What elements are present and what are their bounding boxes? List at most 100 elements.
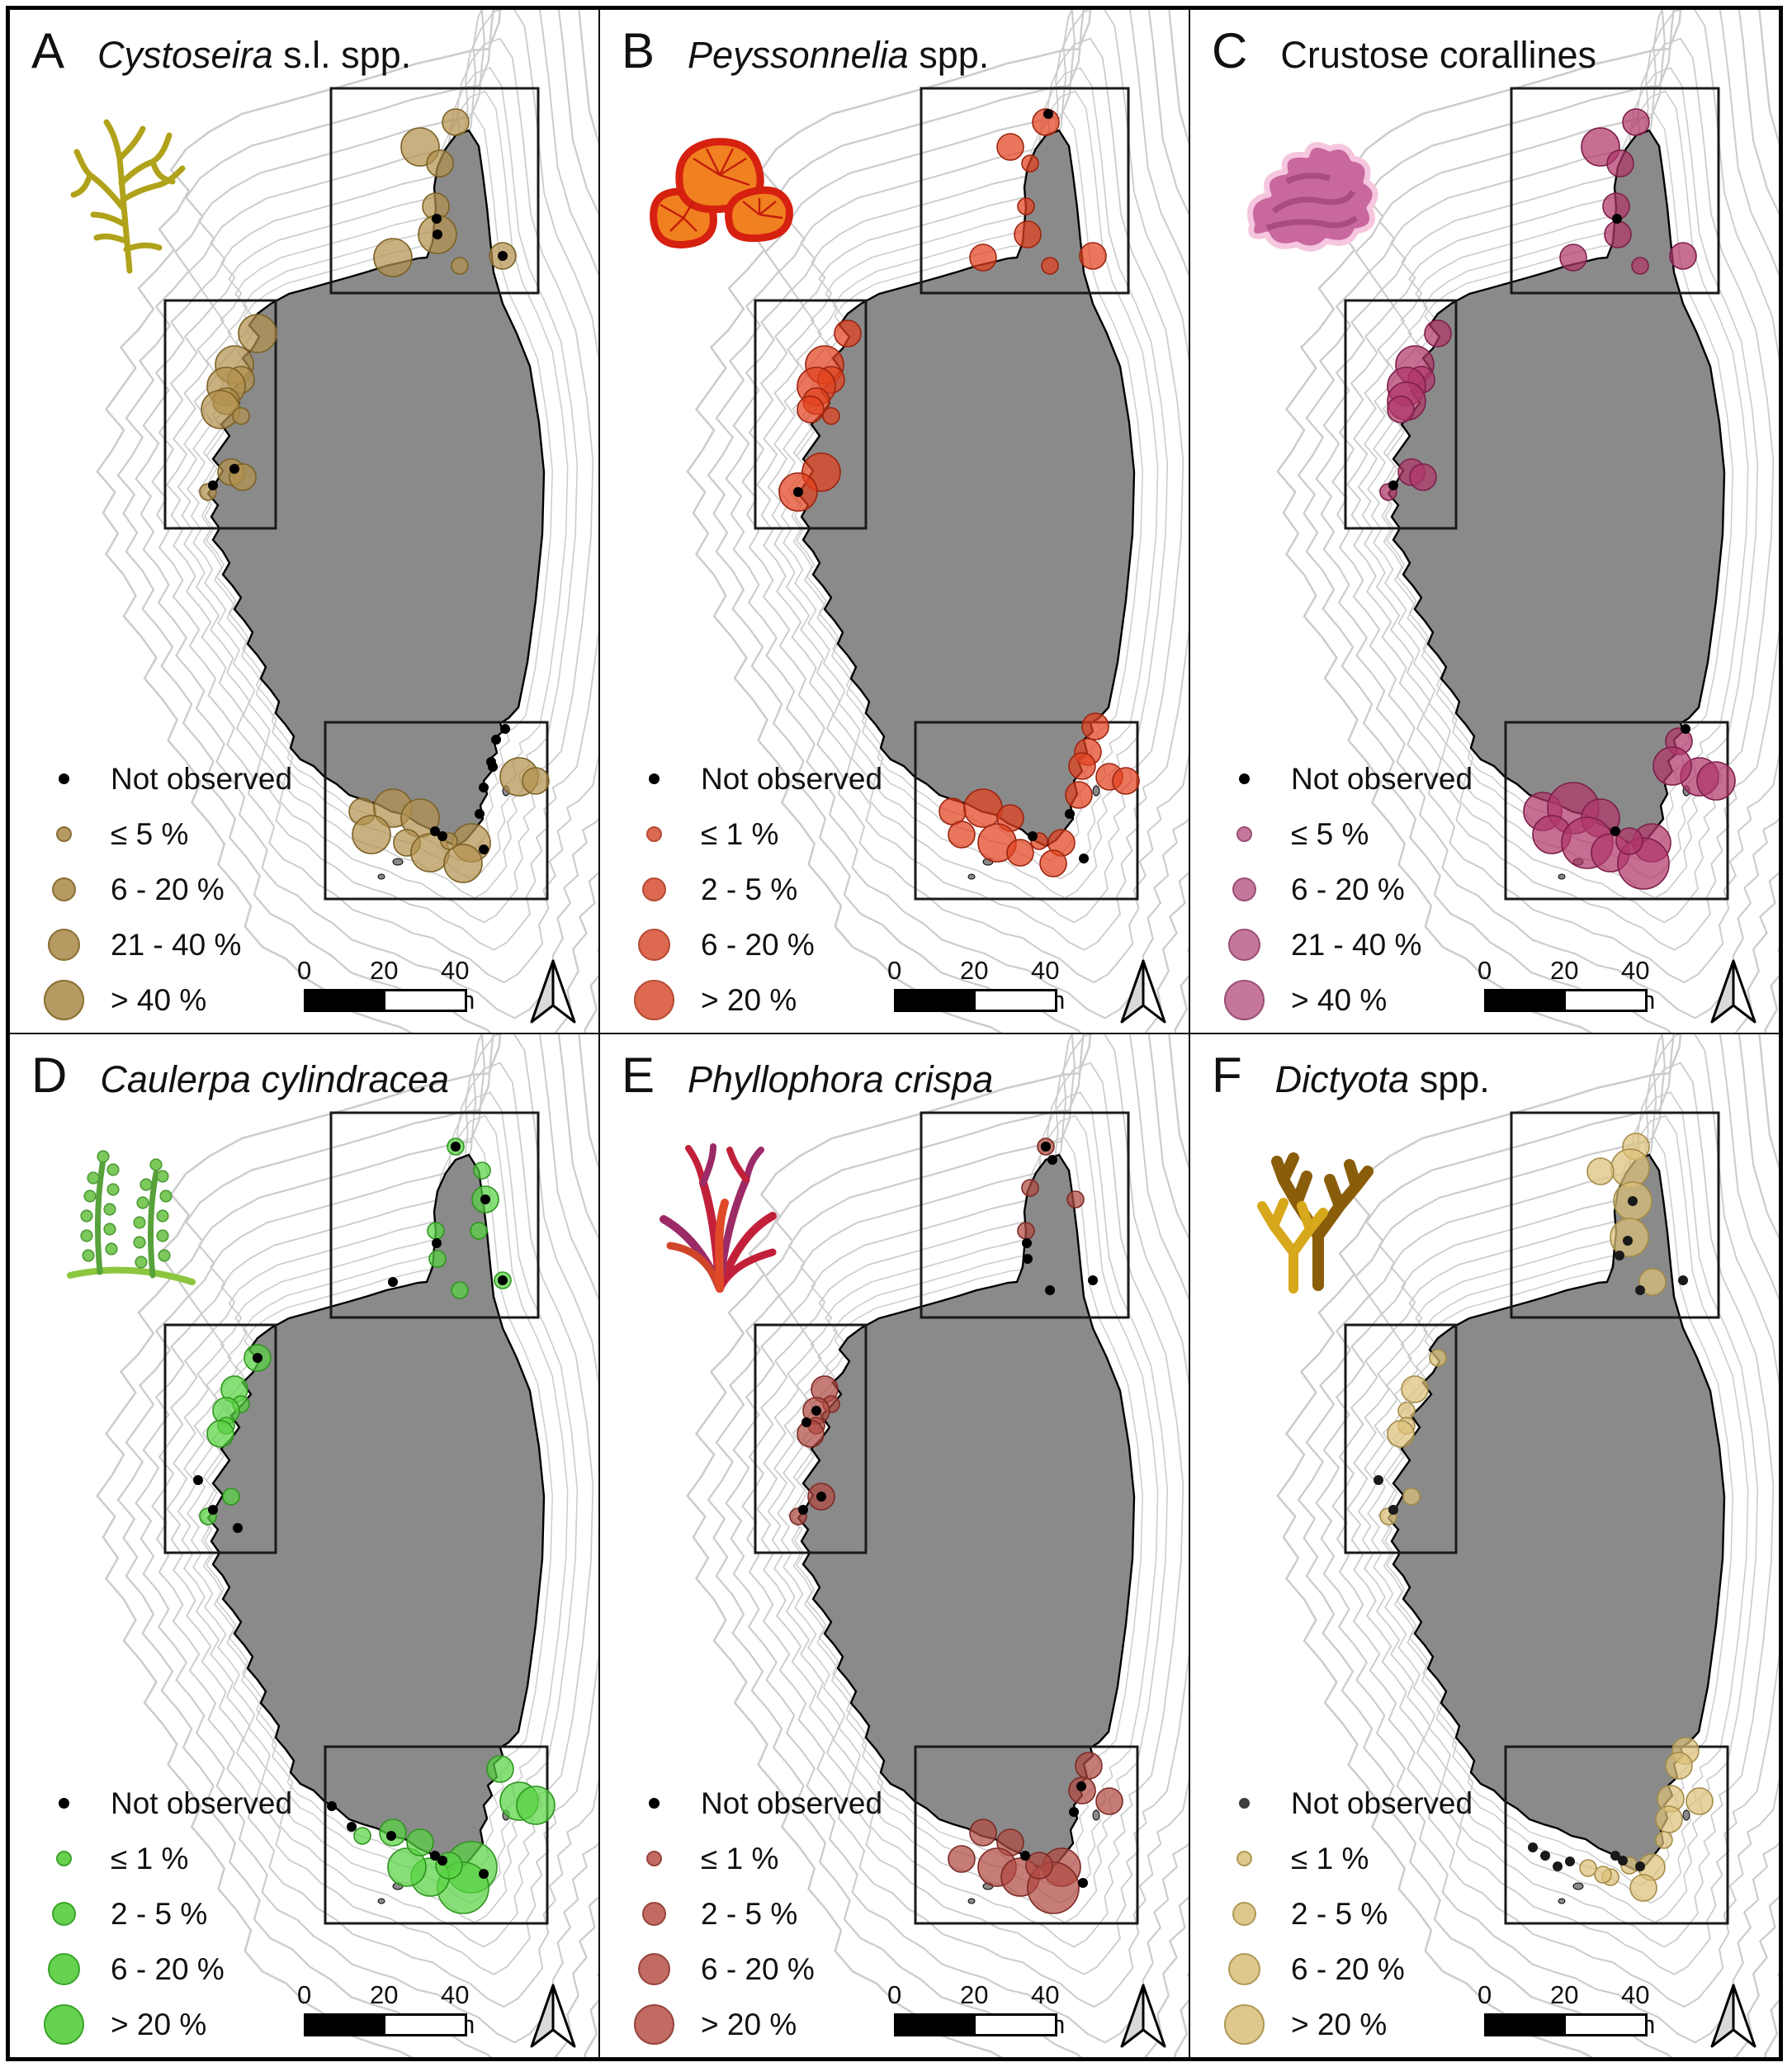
abundance-bubble-class2 bbox=[996, 133, 1024, 161]
scale-label-0: 0 bbox=[887, 956, 902, 985]
class4-circle-symbol bbox=[43, 2004, 84, 2045]
class2-circle-symbol bbox=[641, 877, 666, 901]
scale-bar-graphic bbox=[1484, 2013, 1648, 2036]
corsica-map bbox=[600, 10, 1189, 1033]
abundance-bubble-class3 bbox=[201, 390, 240, 429]
not-observed-dot bbox=[475, 809, 485, 819]
abundance-bubble-class2 bbox=[1039, 849, 1067, 877]
panel-a: A Cystoseira s.l. spp. Not observed ≤ 5 … bbox=[9, 9, 599, 1034]
abundance-bubbles bbox=[1374, 1133, 1714, 1902]
panel-title-italic: Cystoseira bbox=[97, 34, 273, 76]
panel-title-italic: Peyssonnelia bbox=[688, 34, 909, 76]
abundance-bubble-class2 bbox=[522, 767, 550, 795]
legend-row-class3: 6 - 20 % bbox=[35, 1942, 292, 1997]
class3-circle-symbol bbox=[637, 929, 670, 961]
panel-d: D Caulerpa cylindracea Not observed ≤ 1 bbox=[9, 1034, 599, 2058]
panel-b: B Peyssonnelia spp. Not observed ≤ 1 % bbox=[599, 9, 1189, 1034]
legend-row-class3: 21 - 40 % bbox=[35, 917, 292, 972]
abundance-bubble-class3 bbox=[373, 238, 413, 277]
caulerpa-icon bbox=[67, 1150, 196, 1285]
legend-label: ≤ 1 % bbox=[701, 816, 779, 851]
legend-label: Not observed bbox=[701, 761, 883, 796]
abundance-bubble-class1 bbox=[473, 1161, 491, 1180]
legend-row-class1: ≤ 1 % bbox=[625, 806, 882, 862]
corsica-map bbox=[1190, 1034, 1779, 2057]
scale-bar-graphic bbox=[304, 2013, 467, 2036]
legend-label: ≤ 1 % bbox=[111, 1841, 189, 1875]
dictyota-icon bbox=[1257, 1152, 1374, 1294]
not-observed-dot bbox=[432, 1238, 442, 1248]
abundance-bubble-class2 bbox=[1014, 220, 1042, 248]
legend-row-class4: > 40 % bbox=[35, 972, 292, 1028]
panel-title-plain: spp. bbox=[908, 34, 990, 76]
legend-label: > 40 % bbox=[1291, 982, 1388, 1017]
not-observed-dot bbox=[229, 464, 239, 474]
not-observed-dot bbox=[208, 1505, 218, 1515]
legend-label: 6 - 20 % bbox=[701, 1951, 815, 1986]
not-observed-dot bbox=[488, 762, 498, 772]
legend-row-not-observed: Not observed bbox=[1215, 1776, 1473, 1831]
abundance-bubble-class2 bbox=[1025, 1852, 1053, 1880]
panel-header: A Cystoseira s.l. spp. bbox=[31, 26, 411, 76]
panel-title-plain: s.l. spp. bbox=[272, 34, 412, 76]
scale-bar-graphic bbox=[304, 989, 467, 1012]
panel-title: Crustose corallines bbox=[1280, 36, 1596, 73]
not-observed-dot bbox=[491, 735, 501, 745]
abundance-bubble-class2 bbox=[1387, 395, 1415, 423]
abundance-bubble-class3 bbox=[443, 844, 483, 883]
not-observed-dot bbox=[1628, 1196, 1638, 1206]
abundance-bubble-class1 bbox=[427, 1222, 445, 1240]
panel-header: B Peyssonnelia spp. bbox=[622, 26, 989, 76]
not-observed-dot bbox=[1565, 1857, 1575, 1866]
not-observed-dot bbox=[811, 1406, 821, 1416]
scale-bar: 0 20 40 km bbox=[1478, 956, 1657, 1015]
abundance-bubble-class3 bbox=[1653, 746, 1692, 786]
legend-row-class2: 2 - 5 % bbox=[625, 1886, 882, 1942]
not-observed-dot bbox=[1635, 1285, 1645, 1295]
not-observed-dot bbox=[798, 1505, 808, 1515]
abundance-bubble-class2 bbox=[1669, 242, 1697, 270]
legend-row-class3: 21 - 40 % bbox=[1215, 917, 1473, 972]
panel-title-italic: Phyllophora crispa bbox=[688, 1058, 994, 1100]
panel-letter: D bbox=[31, 1048, 68, 1103]
corsica-map bbox=[1190, 10, 1779, 1033]
abundance-bubble-class2 bbox=[797, 395, 825, 423]
abundance-bubble-class1 bbox=[1594, 1866, 1612, 1884]
class4-circle-symbol bbox=[633, 980, 674, 1020]
scale-label-20: 20 bbox=[960, 1980, 989, 2009]
legend-row-class4: > 20 % bbox=[35, 1997, 292, 2052]
class3-circle-symbol bbox=[637, 1953, 670, 1985]
not-observed-dot bbox=[233, 1523, 243, 1533]
legend: Not observed ≤ 5 % 6 - 20 % 21 - 40 % > … bbox=[1215, 751, 1473, 1028]
not-observed-dot bbox=[327, 1801, 337, 1811]
not-observed-dot bbox=[386, 1831, 396, 1841]
legend-row-not-observed: Not observed bbox=[35, 751, 292, 806]
not-observed-dot-symbol bbox=[1238, 1798, 1250, 1809]
figure: A Cystoseira s.l. spp. Not observed ≤ 5 … bbox=[6, 6, 1783, 2061]
legend-label: 6 - 20 % bbox=[701, 927, 815, 962]
class3-circle-symbol bbox=[47, 1953, 80, 1985]
abundance-bubbles bbox=[778, 108, 1140, 877]
not-observed-dot bbox=[500, 724, 510, 734]
panel-letter: E bbox=[622, 1048, 655, 1103]
organism-icon-slot bbox=[637, 109, 802, 274]
legend-label: ≤ 1 % bbox=[701, 1841, 779, 1875]
peyssonnelia-icon bbox=[650, 138, 793, 248]
abundance-bubble-class1 bbox=[451, 1281, 469, 1299]
legend-label: > 20 % bbox=[1291, 2007, 1388, 2041]
abundance-bubble-class2 bbox=[442, 108, 470, 136]
scale-bar: 0 20 40 km bbox=[887, 956, 1067, 1015]
abundance-bubble-class2 bbox=[1622, 108, 1650, 136]
abundance-bubble-class2 bbox=[1586, 1157, 1615, 1185]
not-observed-dot bbox=[498, 251, 508, 261]
abundance-bubble-class2 bbox=[1075, 1752, 1103, 1780]
legend-label: 2 - 5 % bbox=[1291, 1896, 1388, 1931]
scale-bar: 0 20 40 km bbox=[297, 956, 477, 1015]
not-observed-dot bbox=[1610, 826, 1620, 836]
corsica-map bbox=[10, 10, 598, 1033]
abundance-bubble-class2 bbox=[969, 244, 997, 272]
not-observed-dot bbox=[1028, 831, 1038, 841]
class3-circle-symbol bbox=[1227, 1953, 1260, 1985]
organism-icon-slot bbox=[637, 1133, 802, 1298]
legend-row-class3: 6 - 20 % bbox=[625, 1942, 882, 1997]
